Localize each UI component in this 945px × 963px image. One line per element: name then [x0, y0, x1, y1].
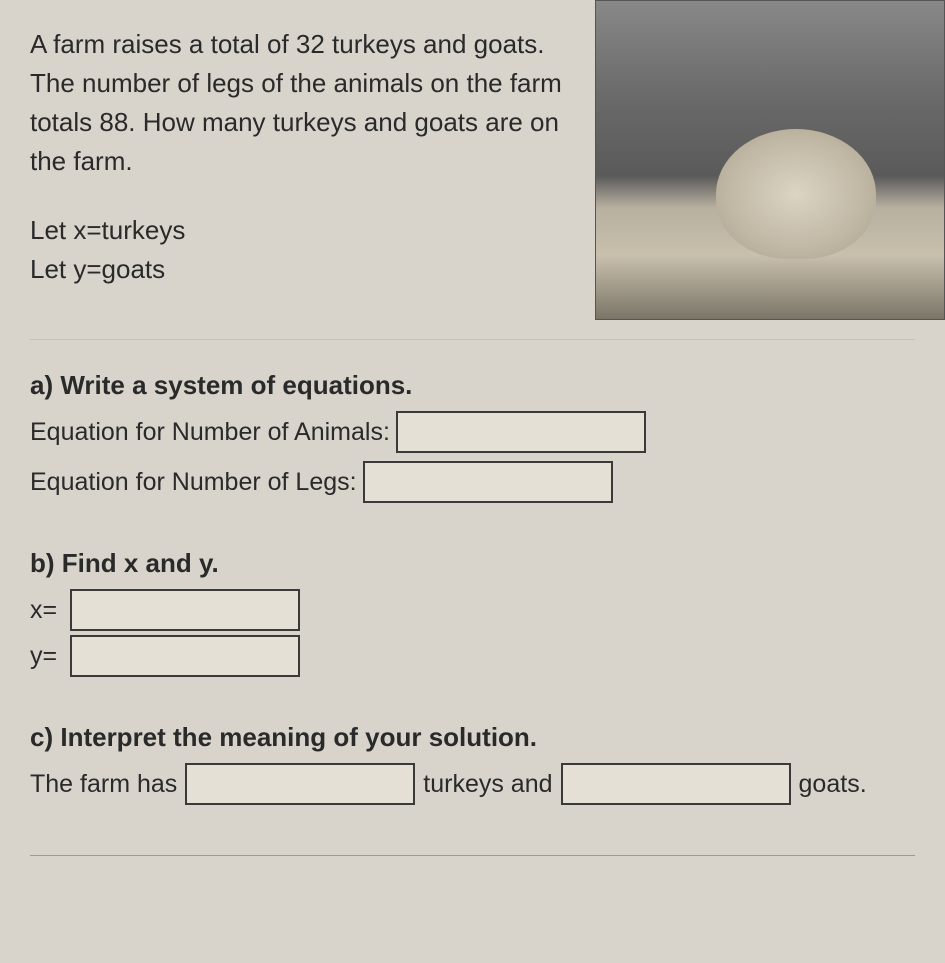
y-label: y=: [30, 642, 70, 671]
interpret-prefix: The farm has: [30, 770, 177, 799]
legs-equation-label: Equation for Number of Legs:: [30, 468, 357, 497]
farm-photo: [595, 0, 945, 320]
legs-equation-row: Equation for Number of Legs:: [30, 461, 915, 503]
y-row: y=: [30, 635, 915, 677]
goats-count-input[interactable]: [561, 763, 791, 805]
turkeys-count-input[interactable]: [185, 763, 415, 805]
part-b-section: b) Find x and y. x= y=: [30, 548, 915, 677]
part-a-section: a) Write a system of equations. Equation…: [30, 370, 915, 503]
bottom-divider: [30, 855, 915, 856]
part-c-title: c) Interpret the meaning of your solutio…: [30, 722, 915, 753]
part-b-title: b) Find x and y.: [30, 548, 915, 579]
problem-statement: A farm raises a total of 32 turkeys and …: [30, 25, 570, 181]
legs-equation-input[interactable]: [363, 461, 613, 503]
x-input[interactable]: [70, 589, 300, 631]
x-label: x=: [30, 596, 70, 625]
part-c-section: c) Interpret the meaning of your solutio…: [30, 722, 915, 805]
animals-equation-input[interactable]: [396, 411, 646, 453]
interpret-suffix: goats.: [799, 770, 867, 799]
interpret-mid: turkeys and: [423, 770, 552, 799]
x-row: x=: [30, 589, 915, 631]
y-input[interactable]: [70, 635, 300, 677]
part-a-title: a) Write a system of equations.: [30, 370, 915, 401]
divider-faint: [30, 339, 915, 340]
animals-equation-label: Equation for Number of Animals:: [30, 418, 390, 447]
animals-equation-row: Equation for Number of Animals:: [30, 411, 915, 453]
interpret-row: The farm has turkeys and goats.: [30, 763, 915, 805]
